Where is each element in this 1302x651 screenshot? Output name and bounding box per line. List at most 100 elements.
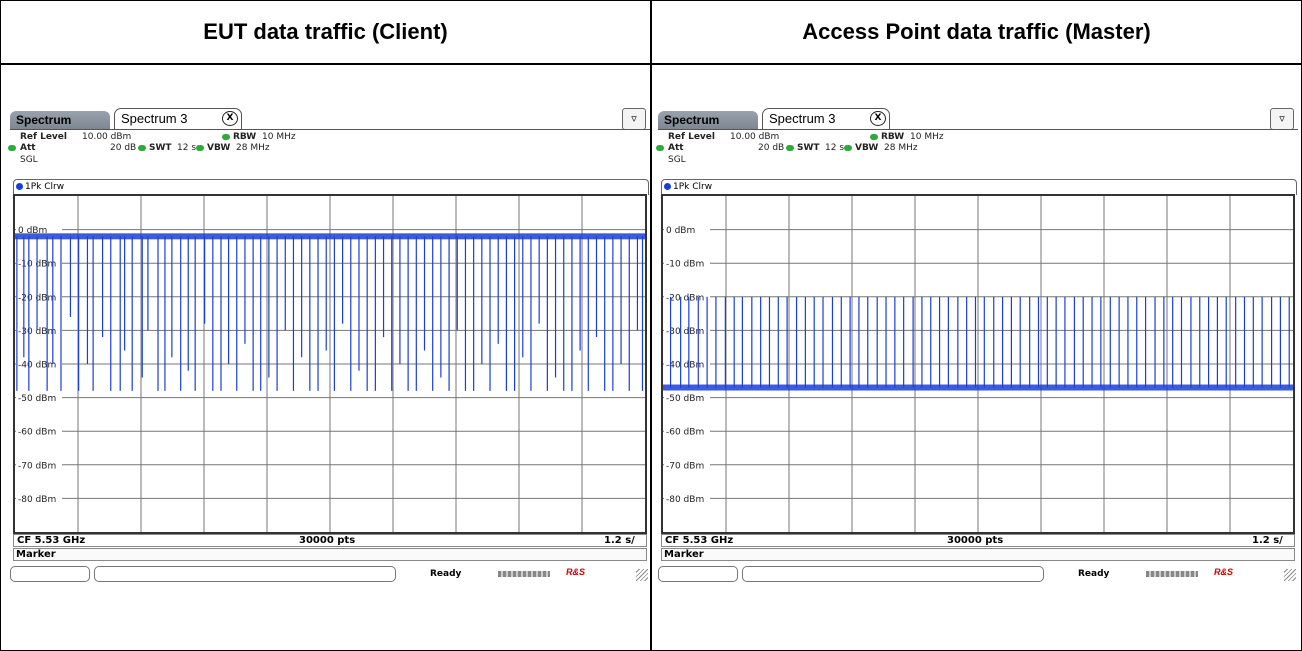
- tab-spectrum[interactable]: Spectrum: [658, 111, 758, 130]
- trace-baseline: [15, 233, 645, 240]
- softkey-field-1[interactable]: [10, 566, 90, 582]
- trace-info: 1Pk Clrw: [661, 179, 1297, 195]
- panel-access-point: Access Point data traffic (Master) Spect…: [652, 1, 1301, 650]
- menu-icon[interactable]: ▿: [1270, 108, 1294, 130]
- marker-bar[interactable]: Marker: [13, 548, 647, 561]
- tick-label-bg: [16, 358, 62, 369]
- time-per-division: 1.2 s/: [1252, 535, 1283, 546]
- ready-status: Ready: [430, 569, 462, 579]
- tick-label-bg: [16, 458, 62, 470]
- vbw-label: VBW: [855, 143, 879, 153]
- y-tick-label: -40 dBm: [666, 361, 704, 371]
- analyzer-screen: Spectrum Spectrum 3 X ▿ Ref Level 10.00 …: [656, 108, 1298, 584]
- att-value: 20 dB: [110, 143, 137, 153]
- att-label: Att: [20, 143, 36, 153]
- panel-eut: EUT data traffic (Client) Spectrum Spect…: [1, 1, 650, 650]
- vbw-value: 28 MHz: [236, 143, 270, 153]
- vbw-led: [844, 145, 852, 151]
- tick-label-bg: [664, 257, 710, 269]
- tab-bar: Spectrum Spectrum 3 X ▿: [658, 108, 1298, 130]
- tab-spectrum-3[interactable]: Spectrum 3: [114, 108, 242, 130]
- chart-svg: 0 dBm-10 dBm-20 dBm-30 dBm-40 dBm-50 dBm…: [663, 196, 1293, 532]
- tick-label-bg: [16, 391, 62, 403]
- settings-panel: Ref Level 10.00 dBm RBW 10 MHz Att 20 dB…: [8, 132, 650, 182]
- y-tick-label: -30 dBm: [666, 327, 704, 337]
- att-value: 20 dB: [758, 143, 785, 153]
- y-tick-label: -80 dBm: [18, 495, 56, 505]
- tick-label-bg: [664, 391, 710, 403]
- tick-label-bg: [664, 492, 710, 504]
- tab-spectrum-3-label: Spectrum 3: [769, 111, 836, 126]
- tab-spectrum-3[interactable]: Spectrum 3: [762, 108, 890, 130]
- tick-label-bg: [664, 290, 710, 302]
- close-icon[interactable]: X: [222, 111, 238, 126]
- rohde-schwarz-logo-icon: R&S: [1214, 567, 1234, 577]
- tab-spectrum[interactable]: Spectrum: [10, 111, 110, 130]
- input-field[interactable]: [94, 566, 396, 582]
- y-tick-label: 0 dBm: [18, 226, 47, 236]
- trace-info: 1Pk Clrw: [13, 179, 649, 195]
- tab-underline: [658, 129, 1298, 130]
- ref-level-value: 10.00 dBm: [730, 132, 780, 142]
- tick-label-bg: [16, 425, 62, 437]
- close-icon[interactable]: X: [870, 111, 886, 126]
- bottom-toolbar: Ready R&S: [658, 564, 1298, 584]
- spectrum-plot: 0 dBm -10 dBm -20 dBm -30 dBm -40 dBm -50 dBm…: [661, 194, 1295, 534]
- y-tick-label: -60 dBm: [666, 428, 704, 438]
- ref-level-label: Ref Level: [20, 132, 67, 142]
- rbw-label: RBW: [881, 132, 905, 142]
- progress-indicator: [498, 571, 550, 577]
- trace-label: 1Pk Clrw: [673, 182, 713, 192]
- tick-label-bg: [664, 425, 710, 437]
- center-frequency: CF 5.53 GHz: [17, 535, 86, 546]
- input-field[interactable]: [742, 566, 1044, 582]
- bottom-toolbar: Ready R&S: [10, 564, 650, 584]
- marker-bar[interactable]: Marker: [661, 548, 1295, 561]
- y-tick-label: -30 dBm: [18, 327, 56, 337]
- swt-led: [786, 145, 794, 151]
- panel-header: EUT data traffic (Client): [1, 1, 650, 65]
- tick-label-bg: [664, 324, 710, 336]
- att-led: [8, 145, 16, 151]
- tick-label-bg: [16, 290, 62, 302]
- ready-status: Ready: [1078, 569, 1110, 579]
- vbw-value: 28 MHz: [884, 143, 918, 153]
- tick-label-bg: [16, 257, 62, 269]
- progress-indicator: [1146, 571, 1198, 577]
- att-led: [656, 145, 664, 151]
- swt-value: 12 s: [825, 143, 845, 153]
- y-tick-label: -40 dBm: [18, 361, 56, 371]
- analyzer-screen: Spectrum Spectrum 3 X ▿ Ref Level 10.00 …: [8, 108, 650, 584]
- tick-label-bg: [664, 358, 710, 369]
- ref-level-value: 10.00 dBm: [82, 132, 132, 142]
- trace-label: 1Pk Clrw: [25, 182, 65, 192]
- trace-baseline: [663, 384, 1293, 391]
- resize-grip-icon[interactable]: [636, 569, 648, 581]
- y-tick-label: -50 dBm: [666, 394, 704, 404]
- rbw-label: RBW: [233, 132, 257, 142]
- y-tick-label: -80 dBm: [666, 495, 704, 505]
- y-tick-label: 0 dBm: [666, 226, 695, 236]
- sweep-mode: SGL: [668, 155, 686, 165]
- menu-icon[interactable]: ▿: [622, 108, 646, 130]
- swt-label: SWT: [797, 143, 820, 153]
- chart-svg: 0 dBm-10 dBm-20 dBm-30 dBm-40 dBm-50 dBm…: [15, 196, 645, 532]
- trace-dot-icon: [16, 183, 23, 190]
- points-count: 30000 pts: [947, 535, 1004, 546]
- rbw-led: [222, 134, 230, 140]
- column-divider: [650, 1, 652, 650]
- resize-grip-icon[interactable]: [1284, 569, 1296, 581]
- status-bar: CF 5.53 GHz 30000 pts 1.2 s/: [13, 534, 647, 547]
- tick-label-bg: [16, 324, 62, 336]
- trace-dot-icon: [664, 183, 671, 190]
- softkey-field-1[interactable]: [658, 566, 738, 582]
- time-per-division: 1.2 s/: [604, 535, 635, 546]
- center-frequency: CF 5.53 GHz: [665, 535, 734, 546]
- y-tick-label: -60 dBm: [18, 428, 56, 438]
- tab-underline: [10, 129, 650, 130]
- settings-panel: Ref Level 10.00 dBm RBW 10 MHz Att 20 dB…: [656, 132, 1298, 182]
- y-tick-label: -10 dBm: [666, 260, 704, 270]
- rbw-value: 10 MHz: [262, 132, 296, 142]
- tick-label-bg: [664, 223, 710, 235]
